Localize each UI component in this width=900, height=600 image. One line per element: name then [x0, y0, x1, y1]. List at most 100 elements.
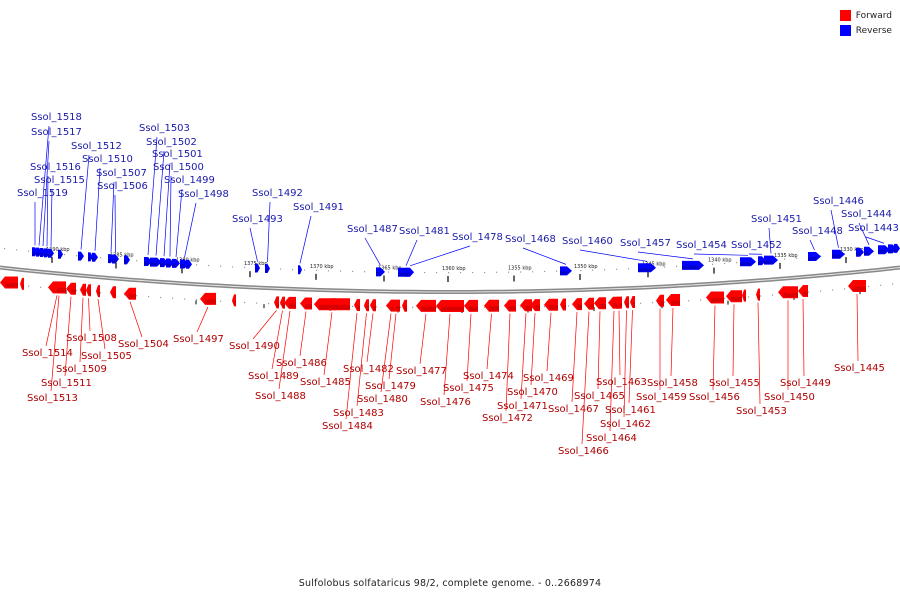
reverse-gene-arrow[interactable]	[864, 246, 874, 256]
gene-body[interactable]	[284, 296, 296, 309]
reverse-gene-arrow[interactable]	[48, 248, 54, 258]
gene-body[interactable]	[300, 297, 312, 310]
reverse-gene-arrow[interactable]	[894, 243, 900, 253]
gene-body[interactable]	[124, 287, 136, 300]
gene-body[interactable]	[280, 296, 285, 309]
forward-gene-label[interactable]: Ssol_1455	[709, 378, 760, 389]
reverse-gene-arrow[interactable]	[376, 267, 385, 277]
gene-body[interactable]	[172, 258, 180, 268]
forward-gene-label[interactable]: Ssol_1509	[56, 364, 107, 375]
forward-gene-label[interactable]: Ssol_1508	[66, 333, 117, 344]
forward-gene-arrow[interactable]	[402, 299, 407, 312]
forward-gene-arrow[interactable]	[666, 294, 680, 306]
gene-body[interactable]	[530, 299, 540, 312]
gene-body[interactable]	[186, 259, 192, 269]
forward-gene-label[interactable]: Ssol_1485	[300, 377, 351, 388]
gene-body[interactable]	[544, 298, 558, 311]
gene-body[interactable]	[608, 296, 620, 309]
gene-body[interactable]	[624, 296, 629, 309]
gene-body[interactable]	[392, 299, 400, 312]
gene-body[interactable]	[274, 296, 279, 309]
forward-gene-arrow[interactable]	[0, 276, 18, 289]
forward-gene-label[interactable]: Ssol_1484	[322, 421, 373, 432]
forward-gene-arrow[interactable]	[594, 297, 606, 310]
forward-gene-arrow[interactable]	[416, 299, 436, 312]
forward-gene-arrow[interactable]	[124, 287, 136, 300]
reverse-gene-label[interactable]: Ssol_1500	[153, 162, 204, 173]
forward-gene-label[interactable]: Ssol_1466	[558, 446, 609, 457]
forward-gene-arrow[interactable]	[314, 298, 350, 311]
gene-body[interactable]	[832, 249, 845, 259]
gene-body[interactable]	[48, 248, 54, 258]
forward-gene-arrow[interactable]	[778, 286, 798, 299]
reverse-gene-arrow[interactable]	[186, 259, 192, 269]
forward-gene-arrow[interactable]	[848, 280, 866, 292]
gene-body[interactable]	[798, 285, 808, 297]
gene-body[interactable]	[484, 299, 499, 312]
gene-body[interactable]	[706, 291, 724, 304]
gene-body[interactable]	[808, 252, 821, 261]
gene-body[interactable]	[682, 260, 704, 270]
forward-gene-label[interactable]: Ssol_1458	[647, 378, 698, 389]
forward-gene-arrow[interactable]	[232, 294, 236, 307]
forward-gene-label[interactable]: Ssol_1472	[482, 413, 533, 424]
forward-gene-label[interactable]: Ssol_1489	[248, 371, 299, 382]
reverse-gene-label[interactable]: Ssol_1506	[97, 181, 148, 192]
gene-body[interactable]	[370, 299, 376, 312]
reverse-gene-arrow[interactable]	[560, 266, 572, 276]
forward-gene-label[interactable]: Ssol_1477	[396, 366, 447, 377]
forward-gene-arrow[interactable]	[520, 299, 532, 312]
gene-body[interactable]	[848, 280, 866, 292]
forward-gene-arrow[interactable]	[608, 296, 620, 309]
reverse-gene-arrow[interactable]	[172, 258, 180, 268]
reverse-gene-arrow[interactable]	[150, 257, 162, 267]
forward-gene-label[interactable]: Ssol_1474	[463, 371, 514, 382]
reverse-gene-label[interactable]: Ssol_1460	[562, 236, 613, 247]
forward-gene-arrow[interactable]	[624, 296, 629, 309]
gene-body[interactable]	[436, 300, 464, 312]
gene-body[interactable]	[756, 288, 760, 301]
reverse-gene-label[interactable]: Ssol_1519	[17, 188, 68, 199]
forward-gene-arrow[interactable]	[20, 277, 24, 290]
gene-body[interactable]	[265, 264, 270, 273]
forward-gene-label[interactable]: Ssol_1450	[764, 392, 815, 403]
gene-body[interactable]	[112, 254, 119, 264]
gene-body[interactable]	[96, 285, 100, 298]
reverse-gene-arrow[interactable]	[255, 263, 260, 273]
gene-body[interactable]	[354, 299, 360, 311]
gene-body[interactable]	[110, 286, 116, 299]
reverse-gene-arrow[interactable]	[58, 249, 63, 259]
forward-gene-arrow[interactable]	[392, 299, 400, 312]
forward-gene-label[interactable]: Ssol_1504	[118, 339, 169, 350]
forward-gene-label[interactable]: Ssol_1511	[41, 378, 92, 389]
forward-gene-label[interactable]: Ssol_1475	[443, 383, 494, 394]
forward-gene-arrow[interactable]	[584, 297, 594, 310]
reverse-gene-label[interactable]: Ssol_1481	[399, 226, 450, 237]
forward-gene-label[interactable]: Ssol_1470	[507, 387, 558, 398]
gene-body[interactable]	[232, 294, 236, 307]
reverse-gene-arrow[interactable]	[682, 260, 704, 270]
forward-gene-arrow[interactable]	[300, 297, 312, 310]
forward-gene-arrow[interactable]	[742, 289, 746, 302]
reverse-gene-label[interactable]: Ssol_1452	[731, 240, 782, 251]
forward-gene-label[interactable]: Ssol_1461	[605, 405, 656, 416]
forward-gene-arrow[interactable]	[436, 300, 464, 312]
gene-body[interactable]	[0, 276, 18, 289]
gene-body[interactable]	[572, 298, 582, 311]
forward-gene-label[interactable]: Ssol_1462	[600, 419, 651, 430]
reverse-gene-label[interactable]: Ssol_1493	[232, 214, 283, 225]
gene-body[interactable]	[630, 296, 635, 308]
gene-body[interactable]	[255, 263, 260, 273]
reverse-gene-arrow[interactable]	[265, 264, 270, 273]
forward-gene-label[interactable]: Ssol_1486	[276, 358, 327, 369]
reverse-gene-label[interactable]: Ssol_1448	[792, 226, 843, 237]
gene-body[interactable]	[180, 259, 189, 269]
gene-body[interactable]	[464, 299, 478, 312]
forward-gene-arrow[interactable]	[560, 298, 566, 311]
reverse-gene-arrow[interactable]	[78, 251, 84, 261]
gene-body[interactable]	[638, 263, 656, 273]
forward-gene-arrow[interactable]	[86, 284, 91, 297]
forward-gene-label[interactable]: Ssol_1465	[574, 391, 625, 402]
gene-body[interactable]	[504, 299, 516, 312]
forward-gene-label[interactable]: Ssol_1456	[689, 392, 740, 403]
